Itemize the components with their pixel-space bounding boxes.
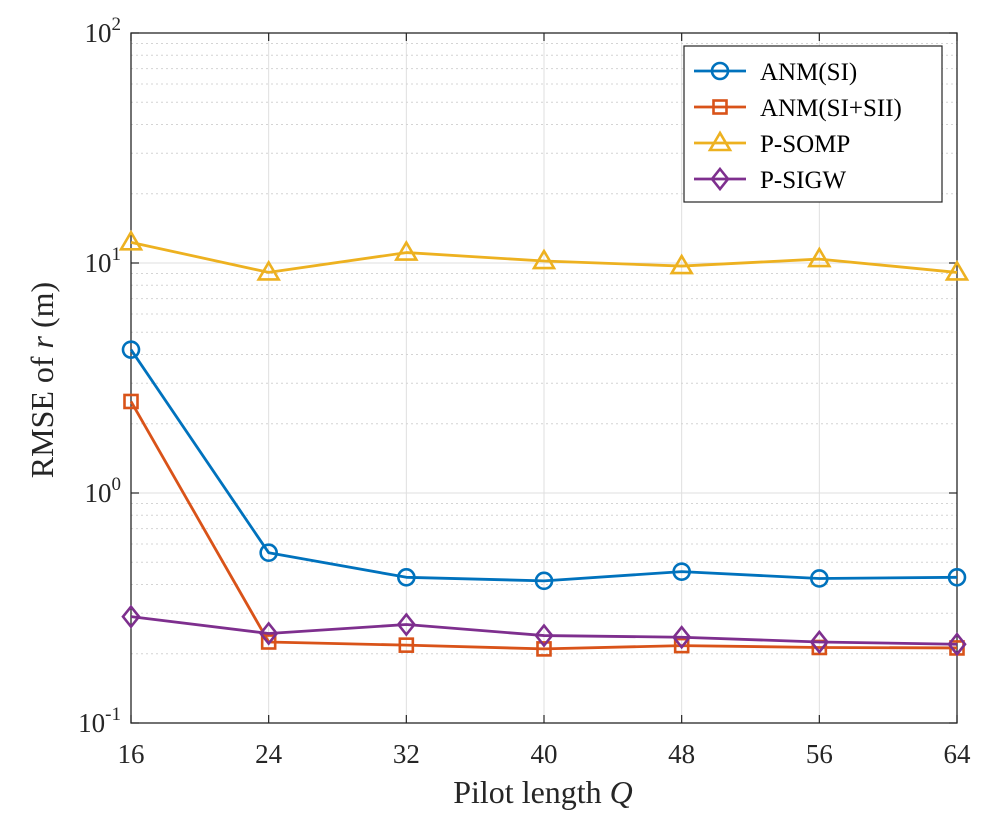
data-point-ANM(SI+SII)-24: [260, 634, 277, 650]
data-point-ANM(SI+SII)-48: [673, 637, 690, 654]
data-point-P-SIGW-56: [809, 629, 829, 655]
x-axis-label: Pilot length Q: [453, 774, 633, 810]
data-point-P-SIGW-48: [672, 625, 692, 650]
x-tick-label: 64: [944, 739, 972, 769]
x-axis-label-variable: Q: [610, 774, 633, 810]
y-axis-label: RMSE of r (m): [24, 282, 60, 478]
data-point-ANM(SI)-40: [534, 571, 554, 591]
y-axis-label-unit: (m): [24, 282, 60, 328]
x-tick-label: 32: [393, 739, 420, 769]
data-point-P-SIGW-24: [259, 621, 279, 646]
data-point-ANM(SI)-64: [947, 568, 967, 587]
data-point-ANM(SI)-56: [810, 569, 829, 588]
legend-item-ANM(SI): ANM(SI): [694, 59, 857, 86]
legend: ANM(SI) ANM(SI+SII) P-SOMP P-SIGW: [683, 45, 943, 203]
y-tick-label: 101: [85, 244, 122, 278]
y-axis-label-text: RMSE of: [24, 356, 60, 478]
x-axis-label-text: Pilot length: [453, 774, 601, 810]
series-line-P-SOMP: [130, 240, 958, 274]
data-point-ANM(SI)-48: [672, 562, 691, 581]
data-point-P-SOMP-16: [118, 229, 144, 251]
series-P-SIGW: [121, 604, 967, 657]
data-point-ANM(SI+SII)-16: [123, 393, 139, 410]
grid: [131, 33, 957, 723]
legend-label-P-SOMP: P-SOMP: [760, 131, 850, 158]
data-point-P-SOMP-32: [394, 240, 419, 261]
legend-marker-P-SOMP: [707, 130, 733, 152]
y-tick-label: 10-1: [78, 704, 121, 738]
x-tick-label: 16: [118, 739, 145, 769]
data-point-ANM(SI)-24: [259, 543, 278, 563]
data-point-P-SOMP-64: [944, 259, 970, 281]
data-point-P-SOMP-24: [256, 259, 281, 281]
legend-label-P-SIGW: P-SIGW: [760, 167, 847, 194]
data-point-P-SIGW-16: [121, 604, 141, 629]
y-tick-label: 102: [85, 14, 122, 48]
legend-label-ANM(SI): ANM(SI): [760, 59, 857, 86]
y-tick-label: 100: [85, 474, 122, 508]
y-axis-label-variable: r: [24, 335, 60, 348]
data-point-P-SOMP-40: [531, 248, 557, 270]
series-P-SOMP: [118, 229, 970, 281]
x-tick-label: 56: [806, 739, 833, 769]
legend-marker-ANM(SI+SII): [712, 99, 728, 115]
data-point-ANM(SI+SII)-32: [398, 637, 415, 653]
data-point-ANM(SI)-32: [397, 568, 416, 587]
x-tick-label: 48: [668, 739, 695, 769]
data-point-P-SOMP-56: [807, 246, 832, 268]
legend-label-ANM(SI+SII): ANM(SI+SII): [760, 95, 902, 122]
x-tick-label: 40: [531, 739, 558, 769]
series-line-P-SIGW: [130, 615, 958, 646]
data-point-P-SIGW-64: [947, 632, 967, 657]
legend-item-P-SIGW: P-SIGW: [694, 166, 847, 194]
legend-marker-ANM(SI): [710, 61, 730, 81]
data-point-P-SIGW-32: [396, 612, 416, 637]
series-layer: [118, 229, 970, 657]
x-tick-label: 24: [255, 739, 283, 769]
data-point-ANM(SI)-16: [121, 340, 141, 359]
data-point-ANM(SI+SII)-40: [536, 641, 552, 657]
series-line-ANM(SI): [129, 348, 958, 583]
data-point-P-SOMP-48: [669, 253, 694, 275]
data-point-P-SIGW-40: [534, 623, 554, 648]
legend-marker-P-SIGW: [710, 166, 730, 192]
series-ANM(SI): [121, 340, 967, 591]
legend-item-P-SOMP: P-SOMP: [694, 130, 850, 158]
legend-item-ANM(SI+SII): ANM(SI+SII): [694, 95, 902, 122]
axis-ticks: 16 24 32 40 48 56 64 10-1 100 101 102: [78, 14, 971, 769]
